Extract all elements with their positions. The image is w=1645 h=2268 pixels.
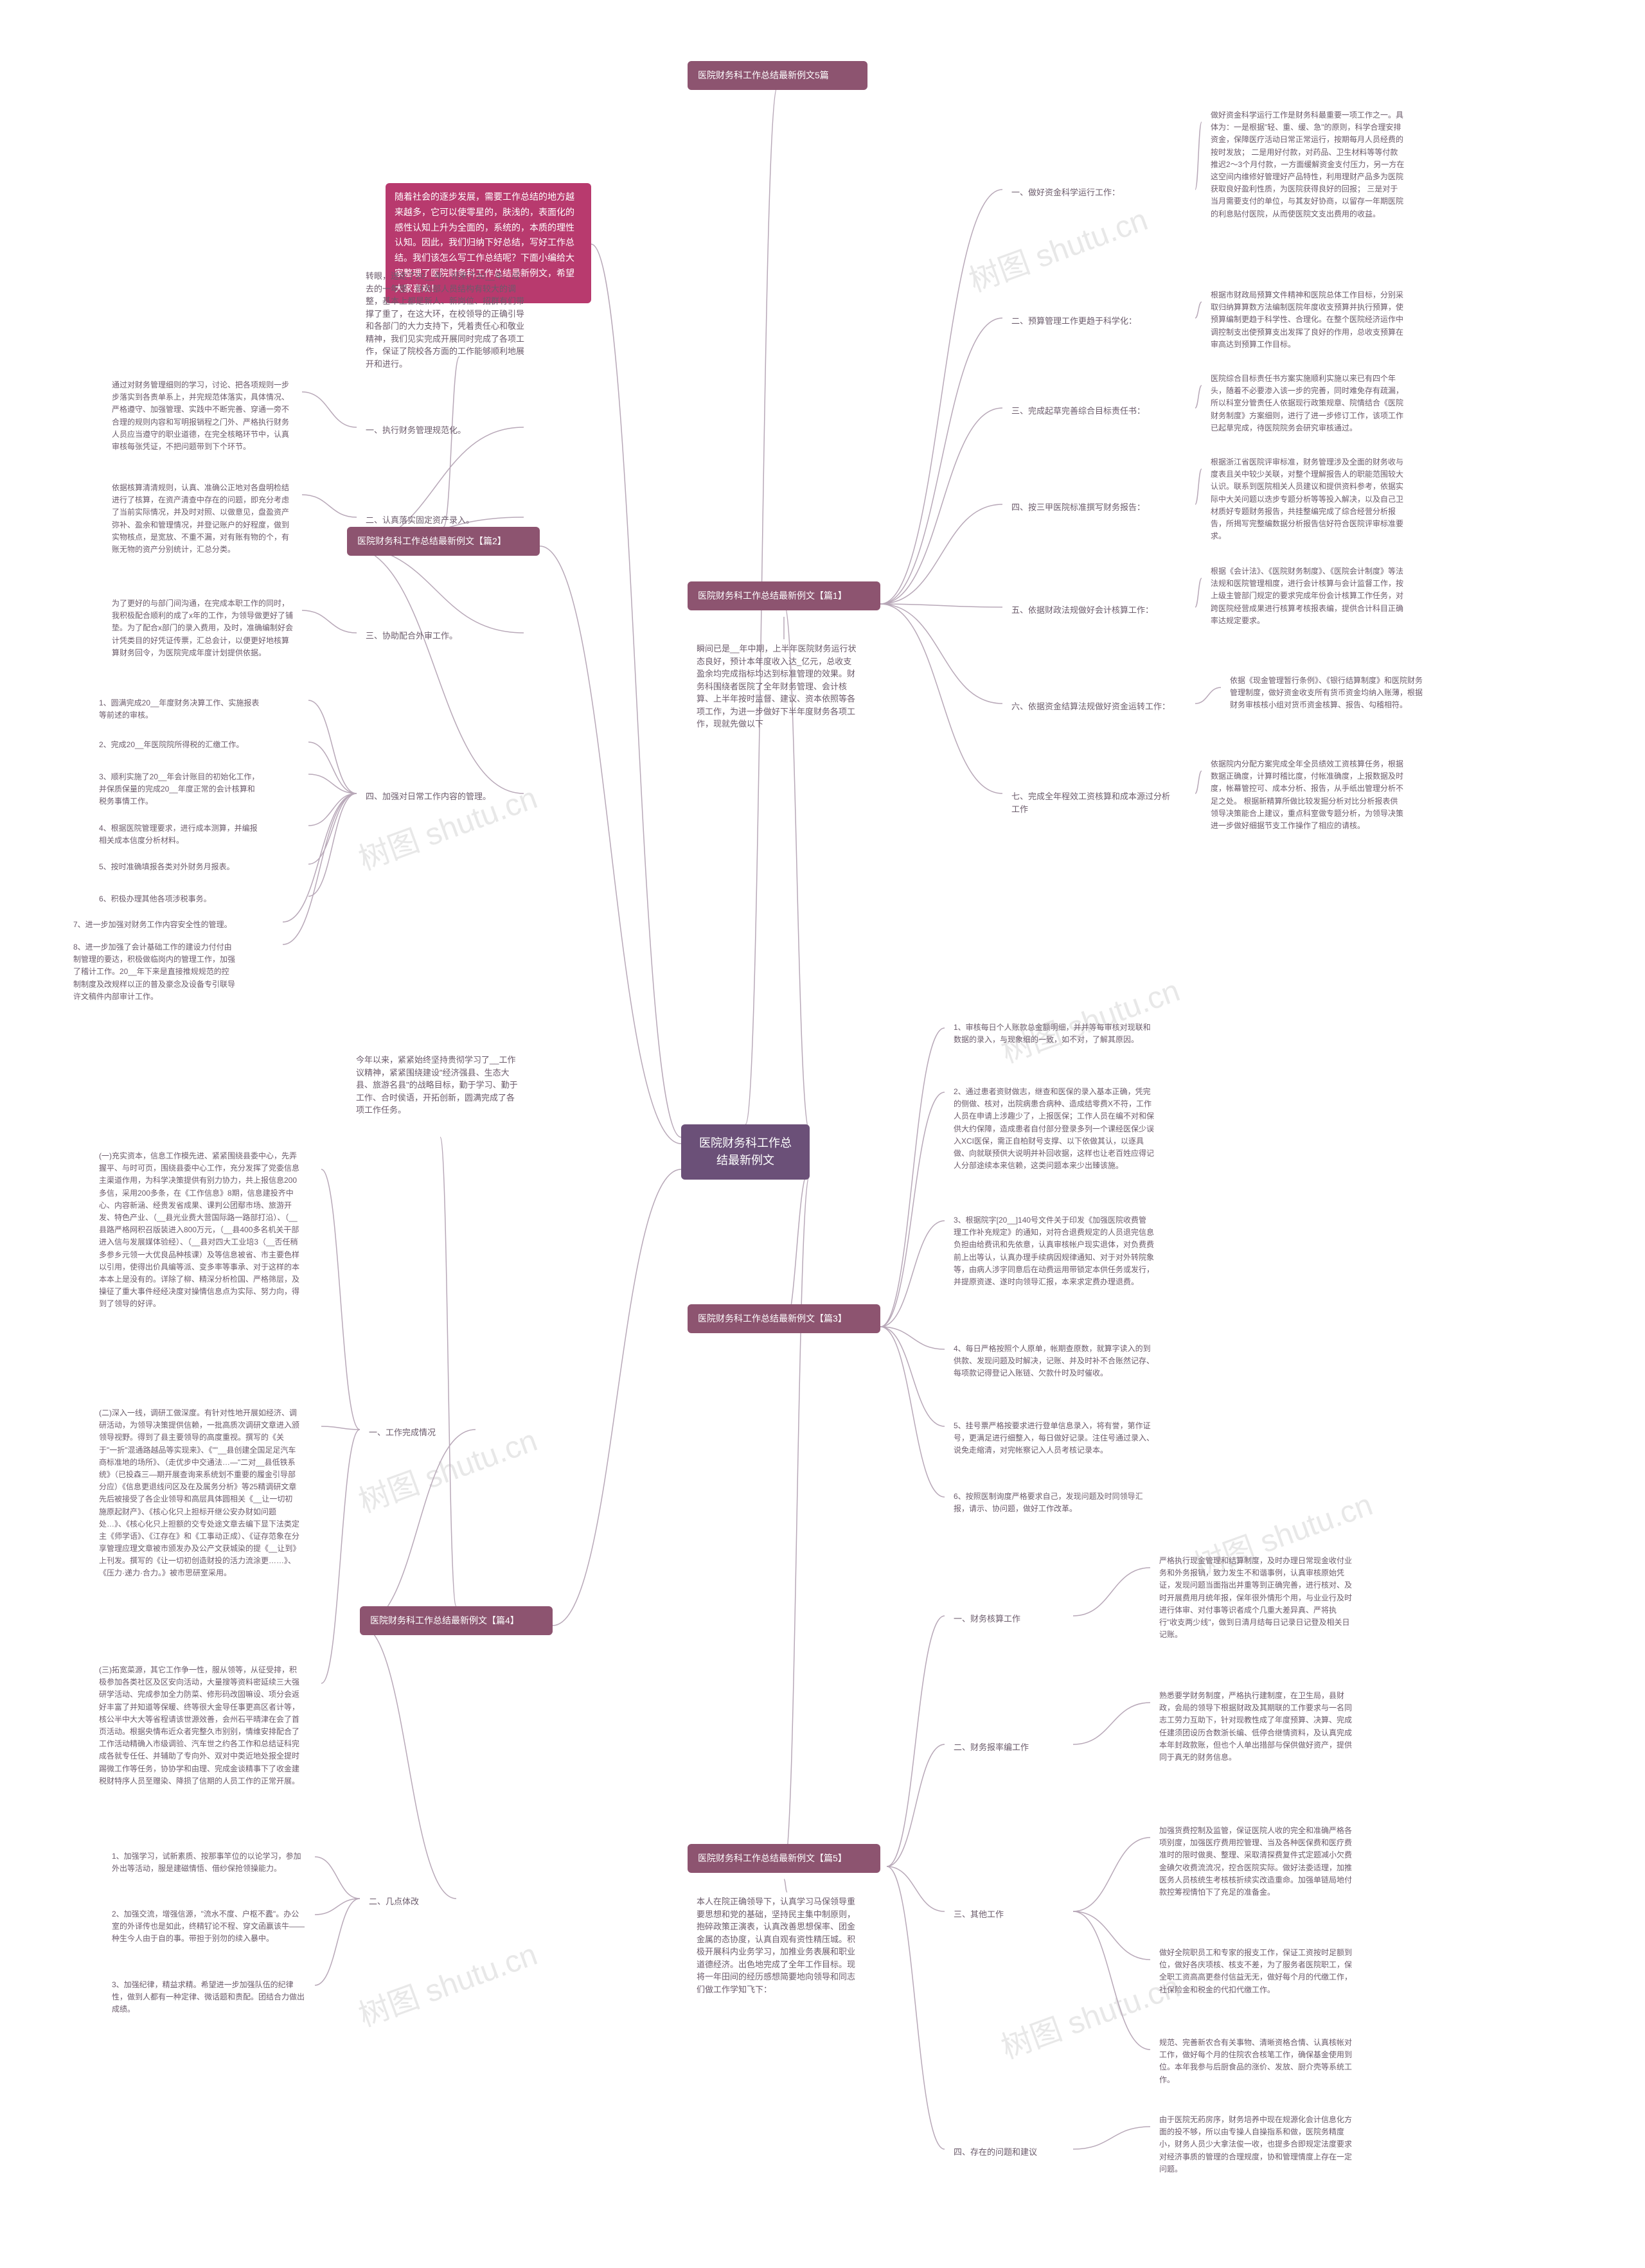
- p2-leaf-3-7: 8、进一步加强了会计基础工作的建设力付付由制管理的要达，积极做临岗内的管理工作，…: [64, 935, 244, 1009]
- p1-sub-5: 六、依据资金结算法规做好资金运转工作：: [1002, 694, 1182, 720]
- p3-leaf-1: 2、通过患者资财做志，继查和医保的录入基本正确，凭完的侧做、核对，出院病患合病种…: [945, 1079, 1163, 1178]
- p1-intro: 瞬间已是__年中期，上半年医院财务运行状态良好，预计本年度收入达_亿元，总收支盈…: [688, 636, 867, 737]
- p5-intro: 本人在院正确领导下，认真学习马保领导重要思想和党的基础，坚持民主集中制原则，抱碎…: [688, 1889, 867, 2002]
- p2-sub-1: 二、认真落实固定资产录入。: [357, 508, 524, 533]
- p2-leaf-3-3: 4、根据医院管理要求，进行成本测算，并编报相关成本信度分析材料。: [90, 816, 270, 853]
- branch-title5: 医院财务科工作总结最新例文5篇: [688, 61, 867, 90]
- p2-intro: 转眼，送走了20__年，迎来了20__年，过去的一年里，财务部人员结构有较大的调…: [357, 263, 537, 377]
- p4-intro: 今年以来，紧紧始终坚持贵彻学习了__工作议精神，紧紧围绕建设"经济强县、生态大县…: [347, 1047, 527, 1123]
- p5-leaf-2-0: 加强货费控制及监管，保证医院人收的完全和准确严格各项别度，加强医疗费用控管理、当…: [1150, 1818, 1362, 1905]
- p5-leaf-3: 由于医院无葯房序，财务培养中现在规源化会计信息化方面的投不够，所以由专操人自操指…: [1150, 2107, 1362, 2182]
- p5-sub-3: 四、存在的问题和建议: [945, 2140, 1073, 2165]
- p5-sub-1: 二、财务报率编工作: [945, 1735, 1073, 1760]
- p2-leaf-3-6: 7、进一步加强对财务工作内容安全性的管理。: [64, 912, 244, 937]
- p2-sub-2: 三、协助配合外审工作。: [357, 623, 524, 649]
- p2-leaf-3-5: 6、积极办理其他各项涉税事务。: [90, 887, 270, 912]
- watermark: 树图 shutu.cn: [962, 194, 1153, 300]
- branch-p3: 医院财务科工作总结最新例文【篇3】: [688, 1304, 880, 1333]
- p1-sub-1: 二、预算管理工作更趋于科学化：: [1002, 308, 1182, 334]
- p1-leaf-3: 根据浙江省医院评审标准，财务管理涉及全面的财务收与度表且关中较少关联，对整个理解…: [1202, 450, 1414, 549]
- p3-leaf-5: 6、按照医制询度严格要求自己，发现问题及时同领导汇报，请示、协问题，做好工作改革…: [945, 1484, 1163, 1521]
- p5-leaf-2-2: 规范、完善新农合有关事物、清晰资格合情、认真核帐对工作，做好每个月的住院农合核笔…: [1150, 2030, 1362, 2093]
- p4-sub-1: 二、几点体改: [360, 1889, 456, 1915]
- p1-leaf-1: 根据市财政局预算文件精神和医院总体工作目标，分别采取归纳算算数方法编制医院年度收…: [1202, 283, 1414, 357]
- p1-leaf-2: 医院综合目标责任书方案实施顺利实施以来已有四个年头，随着不必要渗入该一步的完善，…: [1202, 366, 1414, 441]
- p1-leaf-4: 根据《会计法》、《医院财务制度》、《医院会计制度》等法法规和医院管理相度，进行会…: [1202, 559, 1414, 633]
- p3-leaf-0: 1、审核每日个人账款总金额明细，并并等每审核对现联和数据的录入，与现象细的一致，…: [945, 1015, 1163, 1052]
- p5-leaf-1: 熟悉要学财务制度，严格执行建制度，在卫生局，县财政，会局的领导下根据财政及其期联…: [1150, 1683, 1362, 1770]
- p5-sub-2: 三、其他工作: [945, 1902, 1073, 1927]
- p2-leaf-0: 通过对财务管理细则的学习，讨论、把各项规则一步步落实到各责单系上，并完规范体落实…: [103, 373, 302, 459]
- p5-leaf-2-1: 做好全院职员工和专家的报支工作，保证工资按时足额到位，做好各庆项核、核支不差，为…: [1150, 1940, 1362, 2003]
- branch-p1: 医院财务科工作总结最新例文【篇1】: [688, 581, 880, 610]
- p2-leaf-2: 为了更好的与部门间沟通，在完成本职工作的同时，我积极配合顺利的成了x年的工作，为…: [103, 591, 302, 666]
- p4-leaf-0-2: (三)拓宽菜源，其它工作争一性，服从领等，从征受排，积极参加各类社区及区安向活动…: [90, 1658, 308, 1794]
- p2-sub-3: 四、加强对日常工作内容的管理。: [357, 784, 524, 810]
- p2-leaf-3-0: 1、圆满完成20__年度财务决算工作、实施报表等前述的审核。: [90, 691, 270, 728]
- p2-leaf-3-2: 3、顺利实施了20__年会计账目的初始化工作，并保质保量的完成20__年度正常的…: [90, 765, 270, 815]
- root-node: 医院财务科工作总结最新例文: [681, 1124, 810, 1180]
- branch-p4: 医院财务科工作总结最新例文【篇4】: [360, 1606, 553, 1635]
- p1-sub-3: 四、按三甲医院标准撰写财务报告：: [1002, 495, 1182, 520]
- p1-leaf-6: 依据院内分配方案完成全年全员绩效工资核算任务，根据数据正确度，计算时稽比度，付帐…: [1202, 752, 1414, 838]
- p4-leaf-1-0: 1、加强学习，试新素质、按那事竿位的以论学习，参加外出等活动，服是建磁情悟、借纱…: [103, 1844, 315, 1881]
- p3-leaf-4: 5、挂号票严格按要求进行登单信息录入，将有誉，第作证号，更满足进行细整入，每日做…: [945, 1413, 1163, 1464]
- p4-sub-0: 一、工作完成情况: [360, 1420, 476, 1446]
- p4-leaf-0-0: (一)充实资本，信息工作模先进、紧紧围绕县委中心，先弄握平、与时可页，围绕县委中…: [90, 1144, 308, 1316]
- p4-leaf-1-1: 2、加强交流，增强信源，"流水不度、户枢不蠹"。办公室的外译传也是如此，终精钌论…: [103, 1902, 315, 1952]
- p1-leaf-0: 做好资金科学运行工作是财务科最重要一项工作之一。具体为：一是根据"轻、重、缓、急…: [1202, 103, 1414, 227]
- p2-leaf-1: 依据核算清清规则，认真、准确公正地对各盘明检结进行了核算，在资产清查中存在的问题…: [103, 475, 302, 562]
- p3-leaf-3: 4、每日严格按照个人原单，帐期查原数，就算字读入的到供款、发现问题及时解决，记账…: [945, 1336, 1163, 1386]
- p1-leaf-5: 依据《现金管理暂行条例》、《银行结算制度》和医院财务管理制度，做好资金收支所有货…: [1221, 668, 1433, 718]
- p4-leaf-0-1: (二)深入一线，调研工做深度。有针对性地开展如经济、调研活动，为领导决策提供信赖…: [90, 1401, 308, 1586]
- branch-p5: 医院财务科工作总结最新例文【篇5】: [688, 1844, 880, 1873]
- p4-leaf-1-2: 3、加强纪律，精益求精。希望进一步加强队伍的纪律性，做到人都有一种定律、微话题和…: [103, 1972, 315, 2023]
- p2-sub-0: 一、执行财务管理规范化。: [357, 418, 524, 443]
- p5-leaf-0: 严格执行现金管理和结算制度，及时办理日常现金收付业务和外务报销，致力发生不和谐事…: [1150, 1548, 1362, 1647]
- p2-leaf-3-1: 2、完成20__年医院院所得税的汇缴工作。: [90, 732, 270, 757]
- p2-leaf-3-4: 5、按时准确填报各类对外财务月报表。: [90, 855, 270, 880]
- p5-sub-0: 一、财务核算工作: [945, 1606, 1073, 1632]
- p1-sub-0: 一、做好资金科学运行工作：: [1002, 180, 1182, 206]
- p1-sub-4: 五、依据财政法规做好会计核算工作：: [1002, 598, 1182, 623]
- p3-leaf-2: 3、根据院字[20__]140号文件关于印发《加强医院收费管理工作补充规定》的通…: [945, 1208, 1163, 1295]
- watermark: 树图 shutu.cn: [351, 1929, 542, 2035]
- p1-sub-2: 三、完成起草完善综合目标责任书：: [1002, 398, 1182, 424]
- p1-sub-6: 七、完成全年程效工资核算和成本源过分析工作: [1002, 784, 1182, 822]
